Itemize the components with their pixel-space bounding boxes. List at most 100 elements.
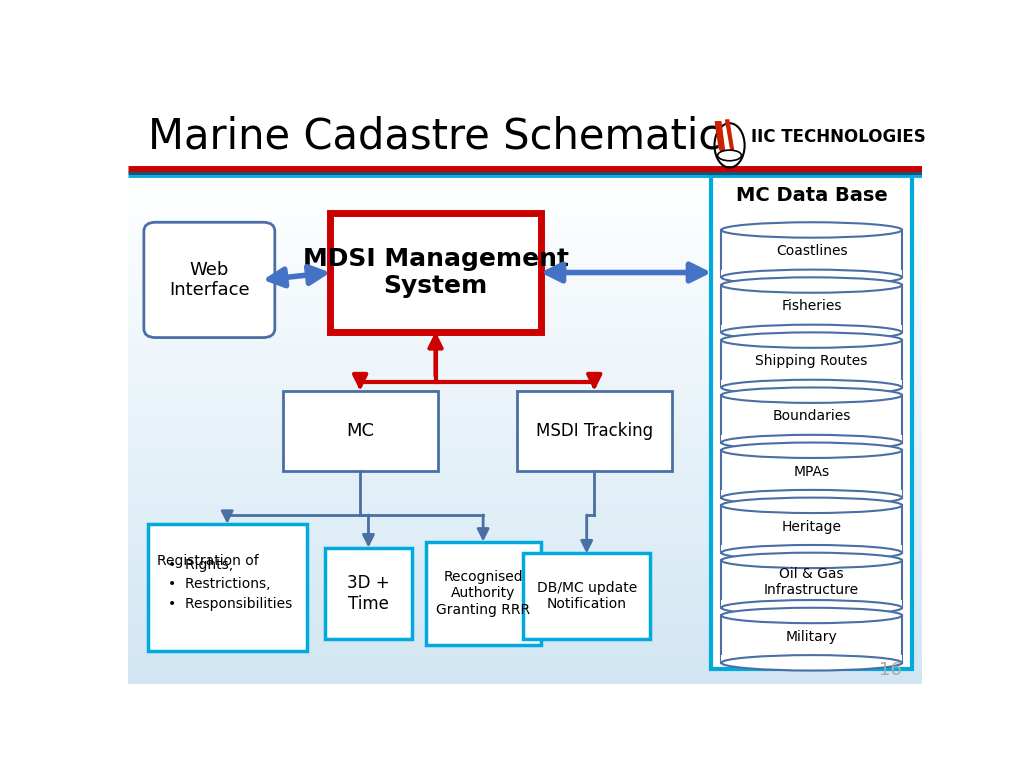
Bar (128, 415, 922, 419)
Ellipse shape (718, 150, 741, 161)
Bar (721, 396, 902, 442)
Bar (128, 564, 922, 568)
Text: Registration of: Registration of (158, 554, 259, 568)
FancyBboxPatch shape (147, 524, 306, 651)
Bar (128, 240, 922, 244)
Text: Heritage: Heritage (781, 520, 842, 534)
Bar (128, 585, 922, 590)
Bar (128, 194, 922, 197)
Bar (128, 219, 922, 223)
Bar (128, 654, 922, 658)
Bar (128, 598, 922, 603)
FancyBboxPatch shape (426, 541, 541, 645)
Bar (128, 180, 922, 185)
Bar (128, 436, 922, 441)
Bar (128, 470, 922, 475)
Bar (128, 236, 922, 240)
Bar (721, 230, 902, 277)
Bar (128, 419, 922, 423)
Bar (721, 505, 902, 553)
Bar (128, 555, 922, 560)
Text: MDSI Management
System: MDSI Management System (302, 247, 568, 299)
Bar (128, 338, 922, 343)
Bar (128, 483, 922, 488)
Ellipse shape (721, 325, 902, 340)
Bar (128, 543, 922, 547)
Bar (721, 285, 902, 333)
Text: MC: MC (346, 422, 374, 440)
Text: MC Data Base: MC Data Base (736, 186, 888, 205)
Bar (128, 530, 922, 535)
Bar (128, 270, 922, 274)
Text: Marine Cadastre Schematic: Marine Cadastre Schematic (147, 115, 721, 157)
Text: Fisheries: Fisheries (781, 300, 842, 313)
Ellipse shape (721, 270, 902, 285)
Bar (128, 475, 922, 479)
FancyBboxPatch shape (712, 175, 912, 669)
Bar (128, 197, 922, 202)
Bar (128, 300, 922, 304)
Bar (128, 641, 922, 645)
Bar (128, 210, 922, 214)
Text: DB/MC update
Notification: DB/MC update Notification (537, 581, 637, 611)
Bar (128, 257, 922, 262)
Bar (128, 172, 922, 177)
Bar (128, 329, 922, 334)
Ellipse shape (721, 379, 902, 396)
Bar (128, 453, 922, 458)
Bar (128, 376, 922, 381)
Bar (128, 492, 922, 496)
Text: Shipping Routes: Shipping Routes (756, 354, 868, 369)
Bar (128, 662, 922, 667)
Bar (128, 615, 922, 620)
Bar (721, 490, 902, 498)
Bar (128, 594, 922, 598)
Bar (128, 513, 922, 518)
Bar (128, 232, 922, 236)
Bar (128, 449, 922, 453)
Bar (128, 496, 922, 500)
Bar (128, 488, 922, 492)
Bar (128, 526, 922, 530)
Bar (721, 340, 902, 388)
Bar (128, 266, 922, 270)
Bar (128, 500, 922, 505)
Bar (128, 670, 922, 675)
Bar (721, 655, 902, 663)
Text: Coastlines: Coastlines (776, 244, 848, 258)
Bar (128, 368, 922, 372)
Bar (128, 202, 922, 206)
Bar (128, 244, 922, 249)
Bar (128, 326, 922, 329)
Ellipse shape (721, 545, 902, 561)
Bar (128, 590, 922, 594)
Text: MPAs: MPAs (794, 465, 829, 478)
Text: Boundaries: Boundaries (772, 409, 851, 423)
Bar (128, 304, 922, 309)
Ellipse shape (721, 442, 902, 458)
Bar (128, 411, 922, 415)
Bar (128, 313, 922, 317)
Bar (128, 279, 922, 283)
Bar (128, 607, 922, 611)
Bar (128, 249, 922, 253)
Bar (128, 445, 922, 449)
Bar (128, 581, 922, 585)
Bar (128, 406, 922, 411)
Bar (128, 603, 922, 607)
FancyBboxPatch shape (143, 222, 274, 338)
Ellipse shape (721, 333, 902, 348)
FancyBboxPatch shape (331, 214, 541, 332)
Bar (128, 321, 922, 326)
Bar (128, 466, 922, 470)
Text: Recognised
Authority
Granting RRR: Recognised Authority Granting RRR (436, 570, 530, 617)
Ellipse shape (721, 222, 902, 237)
Bar (721, 270, 902, 277)
Bar (128, 317, 922, 321)
Bar (128, 679, 922, 684)
Ellipse shape (721, 607, 902, 623)
Bar (128, 637, 922, 641)
Bar (128, 628, 922, 632)
Ellipse shape (721, 277, 902, 293)
Bar (721, 561, 902, 607)
